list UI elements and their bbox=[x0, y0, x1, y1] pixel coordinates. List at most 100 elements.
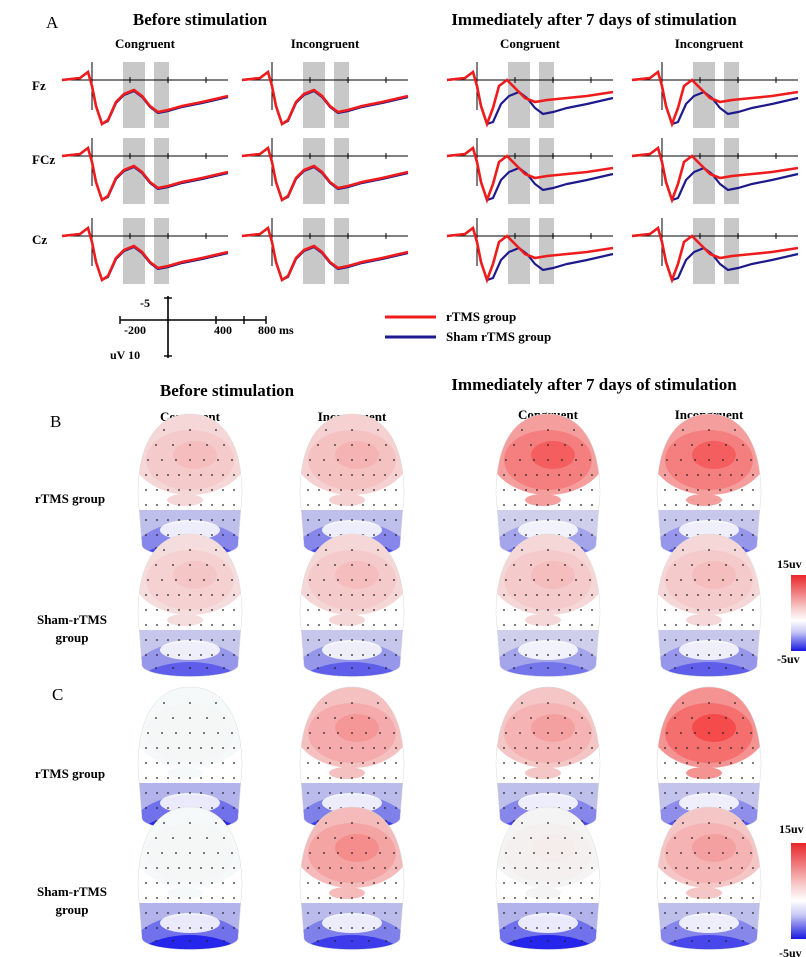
electrode-dot bbox=[384, 489, 386, 491]
electrode-dot bbox=[189, 654, 191, 656]
electrode-dot bbox=[741, 747, 743, 749]
electrode-dot bbox=[222, 474, 224, 476]
electrode-dot bbox=[145, 534, 147, 536]
electrode-dot bbox=[373, 912, 375, 914]
electrode-dot bbox=[393, 459, 395, 461]
electrode-dot bbox=[368, 667, 370, 669]
electrode-dot bbox=[215, 429, 217, 431]
electrode-dot bbox=[519, 459, 521, 461]
electrode-dot bbox=[233, 807, 235, 809]
electrode-dot bbox=[200, 912, 202, 914]
electrode-dot bbox=[340, 504, 342, 506]
electrode-dot bbox=[697, 882, 699, 884]
electrode-dot bbox=[215, 549, 217, 551]
electrode-dot bbox=[664, 639, 666, 641]
electrode-dot bbox=[189, 940, 191, 942]
electrode-dot bbox=[395, 897, 397, 899]
electrode-dot bbox=[222, 654, 224, 656]
electrode-dot bbox=[708, 564, 710, 566]
electrode-dot bbox=[395, 762, 397, 764]
electrode-dot bbox=[521, 822, 523, 824]
electrode-dot bbox=[730, 882, 732, 884]
electrode-dot bbox=[503, 927, 505, 929]
electrode-dot bbox=[351, 639, 353, 641]
electrode-dot bbox=[373, 867, 375, 869]
electrode-dot bbox=[222, 504, 224, 506]
electrode-dot bbox=[178, 882, 180, 884]
electrode-dot bbox=[189, 777, 191, 779]
electrode-dot bbox=[503, 807, 505, 809]
electrode-dot bbox=[323, 579, 325, 581]
electrode-dot bbox=[351, 732, 353, 734]
electrode-dot bbox=[318, 912, 320, 914]
electrode-dot bbox=[730, 927, 732, 929]
electrode-dot bbox=[547, 459, 549, 461]
electrode-dot bbox=[741, 807, 743, 809]
electrode-dot bbox=[178, 897, 180, 899]
erp-rtms-waveform bbox=[241, 145, 409, 203]
electrode-dot bbox=[373, 489, 375, 491]
electrode-dot bbox=[675, 519, 677, 521]
electrode-dot bbox=[514, 897, 516, 899]
electrode-dot bbox=[340, 624, 342, 626]
electrode-dot bbox=[530, 837, 532, 839]
electrode-dot bbox=[674, 940, 676, 942]
electrode-dot bbox=[741, 504, 743, 506]
electrode-dot bbox=[742, 667, 744, 669]
electrode-dot bbox=[752, 897, 754, 899]
topography-map bbox=[656, 413, 762, 557]
electrode-dot bbox=[561, 852, 563, 854]
electrode-dot bbox=[223, 940, 225, 942]
electrode-dot bbox=[591, 927, 593, 929]
electrode-dot bbox=[752, 912, 754, 914]
electrode-dot bbox=[189, 837, 191, 839]
electrode-dot bbox=[362, 927, 364, 929]
electrode-dot bbox=[373, 762, 375, 764]
electrode-dot bbox=[189, 667, 191, 669]
electrode-dot bbox=[561, 459, 563, 461]
electrode-dot bbox=[172, 717, 174, 719]
electrode-dot bbox=[211, 504, 213, 506]
electrode-dot bbox=[741, 609, 743, 611]
electrode-dot bbox=[318, 534, 320, 536]
electrode-dot bbox=[503, 624, 505, 626]
electrode-dot bbox=[351, 702, 353, 704]
colorbar-c-min-label: -5uv bbox=[779, 946, 802, 957]
electrode-dot bbox=[525, 534, 527, 536]
electrode-dot bbox=[307, 867, 309, 869]
electrode-dot bbox=[362, 654, 364, 656]
electrode-dot bbox=[340, 594, 342, 596]
electrode-dot bbox=[351, 837, 353, 839]
electrode-dot bbox=[547, 624, 549, 626]
electrode-dot bbox=[752, 624, 754, 626]
electrode-dot bbox=[569, 474, 571, 476]
electrode-dot bbox=[686, 807, 688, 809]
electrode-dot bbox=[503, 912, 505, 914]
electrode-dot bbox=[580, 912, 582, 914]
electrode-dot bbox=[337, 732, 339, 734]
erp-plot bbox=[631, 218, 799, 284]
electrode-dot bbox=[697, 927, 699, 929]
electrode-dot bbox=[189, 444, 191, 446]
electrode-dot bbox=[569, 747, 571, 749]
electrode-dot bbox=[519, 579, 521, 581]
electrode-dot bbox=[708, 852, 710, 854]
electrode-dot bbox=[664, 807, 666, 809]
electrode-dot bbox=[365, 579, 367, 581]
electrode-dot bbox=[334, 940, 336, 942]
electrode-dot bbox=[307, 897, 309, 899]
electrode-dot bbox=[697, 609, 699, 611]
electrode-dot bbox=[163, 429, 165, 431]
electrode-dot bbox=[675, 867, 677, 869]
electrode-dot bbox=[147, 732, 149, 734]
electrode-dot bbox=[373, 519, 375, 521]
electrode-dot bbox=[223, 837, 225, 839]
electrode-dot bbox=[547, 564, 549, 566]
electrode-dot bbox=[664, 624, 666, 626]
electrode-dot bbox=[318, 594, 320, 596]
electrode-dot bbox=[503, 762, 505, 764]
panel-b-before-title: Before stimulation bbox=[160, 381, 295, 400]
electrode-dot bbox=[178, 594, 180, 596]
electrode-dot bbox=[708, 444, 710, 446]
electrode-dot bbox=[722, 852, 724, 854]
